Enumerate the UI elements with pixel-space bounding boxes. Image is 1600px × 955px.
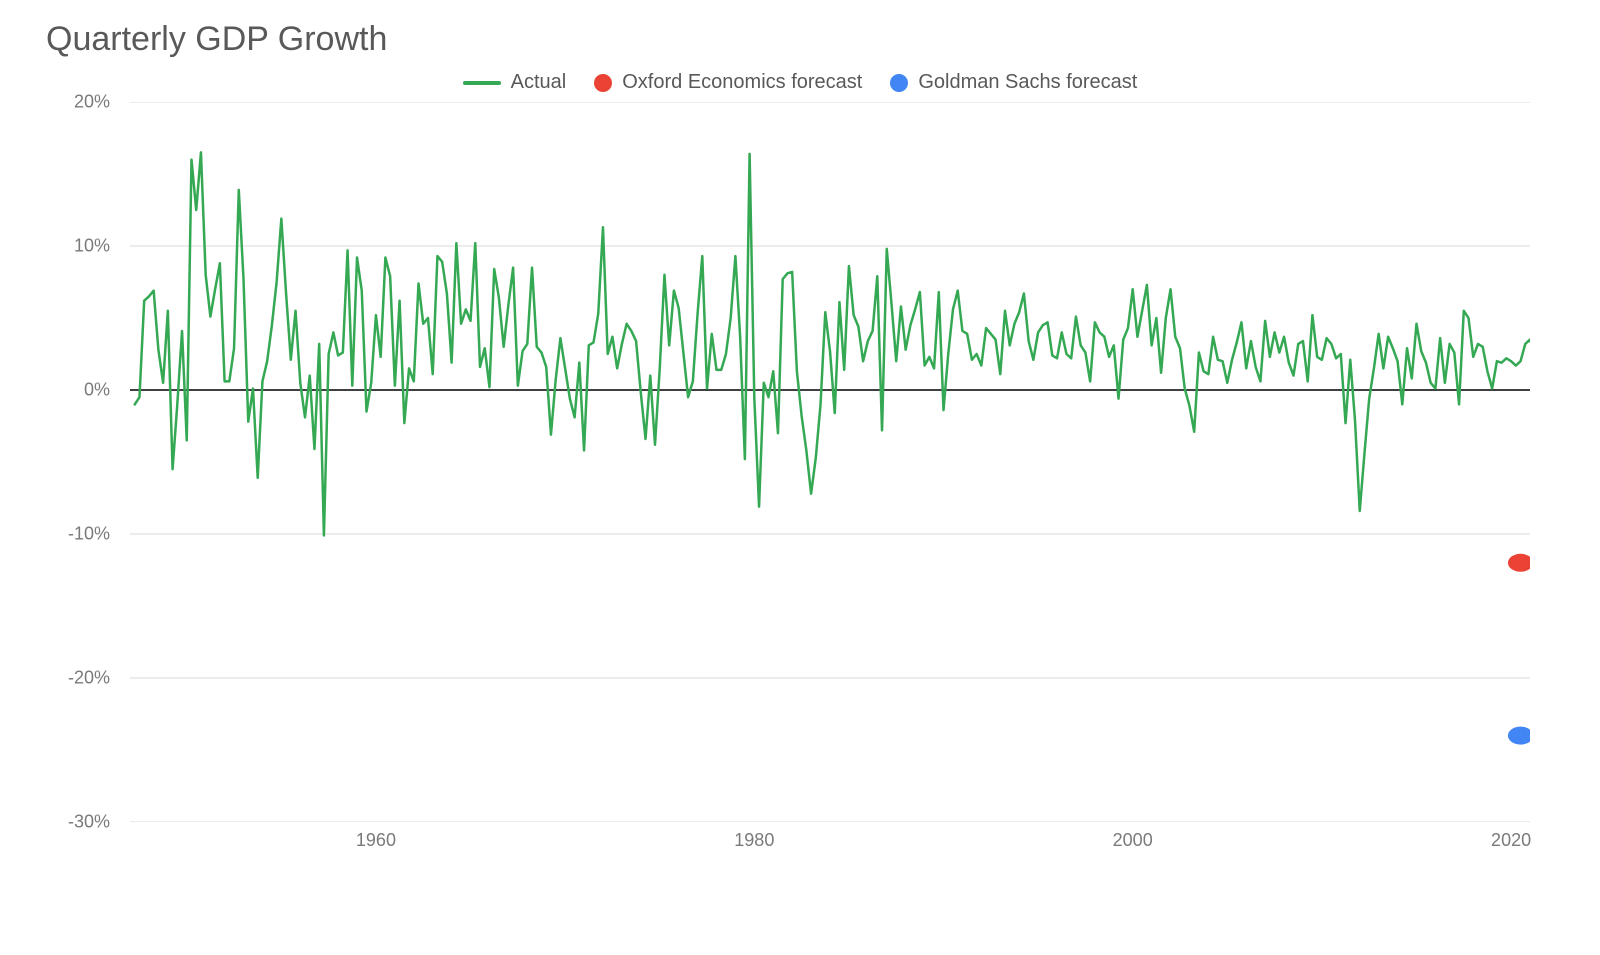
- y-tick-label: -30%: [40, 812, 110, 833]
- x-tick-label: 2000: [1113, 830, 1153, 851]
- y-tick-label: 20%: [40, 92, 110, 113]
- x-axis-labels: 1960 1980 2000 2020: [130, 826, 1530, 862]
- legend-label: Goldman Sachs forecast: [918, 71, 1137, 94]
- x-tick-label: 2020: [1491, 830, 1531, 851]
- y-tick-label: -10%: [40, 524, 110, 545]
- legend-swatch-line: [463, 81, 501, 85]
- y-tick-label: 10%: [40, 236, 110, 257]
- plot-area: [130, 102, 1530, 822]
- legend-item-actual: Actual: [463, 71, 567, 94]
- legend-label: Actual: [511, 71, 567, 94]
- chart-container: Quarterly GDP Growth Actual Oxford Econo…: [0, 0, 1600, 955]
- y-tick-label: 0%: [40, 380, 110, 401]
- forecast-point: [1508, 554, 1530, 572]
- legend-item-goldman: Goldman Sachs forecast: [890, 71, 1137, 94]
- x-tick-label: 1980: [734, 830, 774, 851]
- chart-legend: Actual Oxford Economics forecast Goldman…: [40, 71, 1560, 94]
- chart-svg: [130, 102, 1530, 822]
- legend-label: Oxford Economics forecast: [622, 71, 862, 94]
- chart-title: Quarterly GDP Growth: [46, 20, 1560, 59]
- chart-area: -30%-20%-10%0%10%20% 1960198020002020: [40, 102, 1560, 862]
- y-tick-label: -20%: [40, 668, 110, 689]
- legend-swatch-dot: [890, 74, 908, 92]
- y-axis-labels: -30%-20%-10%0%10%20%: [40, 102, 120, 822]
- legend-swatch-dot: [594, 74, 612, 92]
- series-actual: [135, 152, 1530, 535]
- forecast-point: [1508, 727, 1530, 745]
- x-tick-label: 1960: [356, 830, 396, 851]
- legend-item-oxford: Oxford Economics forecast: [594, 71, 862, 94]
